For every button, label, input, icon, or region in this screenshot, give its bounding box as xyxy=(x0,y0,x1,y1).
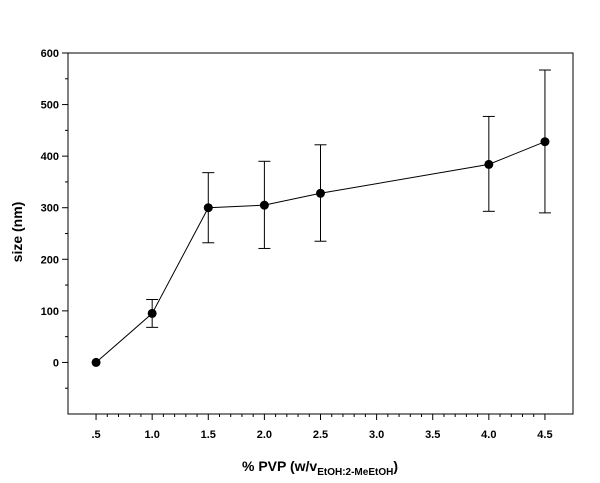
data-point xyxy=(91,357,101,367)
data-point xyxy=(259,200,269,210)
x-axis-title: % PVP (w/vEtOH:2-MeEtOH) xyxy=(242,458,398,478)
x-tick-label: 2.0 xyxy=(257,429,272,441)
y-tick-label: 0 xyxy=(53,357,59,369)
x-axis-title-close: ) xyxy=(393,458,398,474)
x-tick-label: 1.0 xyxy=(145,429,160,441)
series-layer xyxy=(91,69,551,367)
x-tick-label: 1.5 xyxy=(201,429,216,441)
data-point xyxy=(147,308,157,318)
x-axis-title-subscript: EtOH:2-MeEtOH xyxy=(317,467,393,478)
x-tick-label: 4.0 xyxy=(481,429,496,441)
data-point xyxy=(316,188,325,198)
x-tick-label: 4.5 xyxy=(537,429,552,441)
y-tick-label: 600 xyxy=(41,48,59,60)
y-axis: 0 100 200 300 400 500 600 xyxy=(41,48,68,389)
x-axis: .5 1.0 1.5 2.0 2.5 3.0 3.5 4.0 4.5 xyxy=(91,414,553,441)
data-point xyxy=(540,137,550,147)
y-tick-label: 200 xyxy=(41,254,59,266)
data-point xyxy=(203,203,213,213)
y-tick-label: 300 xyxy=(41,203,59,215)
data-point xyxy=(484,159,494,169)
x-tick-label: 3.0 xyxy=(369,429,384,441)
x-tick-label: .5 xyxy=(91,429,100,441)
y-tick-label: 400 xyxy=(41,151,59,163)
y-tick-label: 500 xyxy=(41,100,59,112)
x-tick-label: 2.5 xyxy=(313,429,328,441)
x-axis-title-main: % PVP (w/v xyxy=(242,458,317,474)
x-tick-label: 3.5 xyxy=(425,429,440,441)
y-axis-title: size (nm) xyxy=(9,202,25,263)
y-tick-label: 100 xyxy=(41,306,59,318)
